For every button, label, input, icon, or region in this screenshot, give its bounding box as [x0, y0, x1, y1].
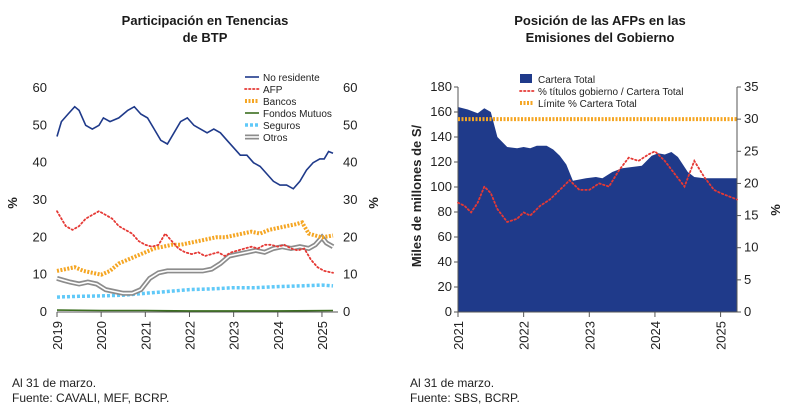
right-y-axis-title: Miles de millones de S/: [409, 124, 424, 267]
left-series-fondos-mutuos: [56, 309, 334, 312]
left-ytick-label-right: 60: [343, 80, 357, 95]
left-series-no-residente: [56, 105, 334, 190]
right-chart-title: Posición de las AFPs en las Emisiones de…: [470, 12, 730, 46]
right-legend-label: Límite % Cartera Total: [538, 99, 637, 110]
right-ytick-label: 40: [438, 254, 452, 269]
right-xtick-label: 2022: [517, 321, 532, 350]
left-ytick-label: 20: [33, 229, 47, 244]
left-xtick-label: 2023: [227, 321, 242, 350]
left-series-afp: [56, 210, 334, 274]
left-ytick-label: 0: [40, 304, 47, 319]
right-ytick-label-right: 5: [744, 272, 751, 287]
right-ytick-label-right: 30: [744, 111, 758, 126]
right-ytick-label: 0: [445, 304, 452, 319]
right-ytick-label-right: 35: [744, 79, 758, 94]
right-legend-label: % títulos gobierno / Cartera Total: [538, 87, 683, 98]
right-ytick-label: 100: [430, 179, 452, 194]
right-ytick-label-right: 0: [744, 304, 751, 319]
left-ytick-label-right: 40: [343, 155, 357, 170]
left-xtick-label: 2020: [94, 321, 109, 350]
left-chart-title: Participación en Tenencias de BTP: [90, 12, 320, 46]
left-legend-label: No residente: [263, 73, 320, 84]
left-ytick-label-right: 50: [343, 117, 357, 132]
right-ytick-label-right: 10: [744, 240, 758, 255]
right-ytick-label: 140: [430, 129, 452, 144]
left-ytick-label: 60: [33, 80, 47, 95]
left-legend-label: Otros: [263, 133, 287, 144]
right-ytick-label-right: 25: [744, 143, 758, 158]
left-note: Al 31 de marzo.: [12, 376, 97, 390]
right-xtick-label: 2023: [582, 321, 597, 350]
left-ytick-label: 50: [33, 117, 47, 132]
left-title-line2: de BTP: [182, 30, 228, 45]
left-y-axis-title-right: %: [366, 197, 381, 209]
right-ytick-label: 60: [438, 229, 452, 244]
left-y-axis-title: %: [5, 197, 20, 209]
left-series-otros-inner: [56, 236, 334, 295]
left-ytick-label-right: 10: [343, 267, 357, 282]
right-title-line2: Emisiones del Gobierno: [525, 30, 675, 45]
right-ytick-label: 80: [438, 204, 452, 219]
left-xtick-label: 2021: [138, 321, 153, 350]
left-ytick-label-right: 0: [343, 304, 350, 319]
right-footnote: Al 31 de marzo. Fuente: SBS, BCRP.: [410, 376, 520, 406]
left-series-bancos: [56, 220, 334, 277]
right-y-axis-title-right: %: [768, 204, 783, 216]
left-footnote: Al 31 de marzo. Fuente: CAVALI, MEF, BCR…: [12, 376, 169, 406]
left-title-line1: Participación en Tenencias: [121, 13, 289, 28]
left-ytick-label: 30: [33, 192, 47, 207]
left-legend-label: AFP: [263, 85, 283, 96]
right-xtick-label: 2025: [714, 321, 729, 350]
right-ytick-label: 160: [430, 104, 452, 119]
right-series-cartera-total: [458, 107, 737, 312]
left-xtick-label: 2024: [271, 321, 286, 350]
right-ytick-label-right: 20: [744, 175, 758, 190]
left-ytick-label: 40: [33, 155, 47, 170]
right-series-porcentaje: [457, 150, 738, 224]
left-source: Fuente: CAVALI, MEF, BCRP.: [12, 391, 170, 405]
right-source: Fuente: SBS, BCRP.: [410, 391, 520, 405]
left-ytick-label-right: 20: [343, 229, 357, 244]
right-ytick-label: 20: [438, 279, 452, 294]
right-ytick-label: 120: [430, 154, 452, 169]
left-ytick-label: 10: [33, 267, 47, 282]
right-note: Al 31 de marzo.: [410, 376, 495, 390]
right-legend-label: Cartera Total: [538, 75, 595, 86]
right-ytick-label-right: 15: [744, 208, 758, 223]
right-chart: 02040608010012014016018005101520253035Mi…: [409, 74, 783, 350]
right-title-line1: Posición de las AFPs en las: [514, 13, 686, 28]
left-legend-label: Seguros: [263, 121, 300, 132]
left-legend-label: Fondos Mutuos: [263, 109, 332, 120]
left-xtick-label: 2022: [182, 321, 197, 350]
left-series-otros: [56, 233, 335, 296]
right-xtick-label: 2021: [451, 321, 466, 350]
left-xtick-label: 2025: [315, 321, 330, 350]
right-ytick-label: 180: [430, 79, 452, 94]
left-xtick-label: 2019: [50, 321, 65, 350]
left-legend-label: Bancos: [263, 97, 296, 108]
left-series-seguros: [56, 283, 334, 299]
right-legend-swatch: [520, 74, 532, 83]
left-ytick-label-right: 30: [343, 192, 357, 207]
right-xtick-label: 2024: [648, 321, 663, 350]
